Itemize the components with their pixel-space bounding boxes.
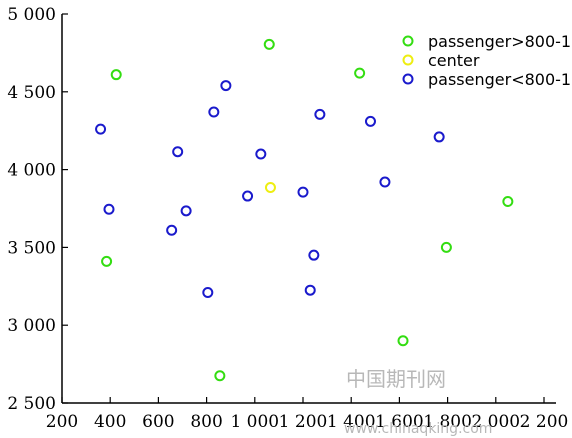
y-tick-label: 4 500 <box>7 83 56 103</box>
data-point-series-2 <box>255 148 267 160</box>
x-tick-label: 1 600 <box>375 412 424 432</box>
watermark-text: 中国期刊网 <box>346 367 446 391</box>
plot-frame <box>61 14 556 404</box>
y-axis-ticks: 2 500 3 000 3 500 4 000 4 500 5 000 <box>7 5 68 414</box>
data-point-series-2 <box>166 224 178 236</box>
legend-marker-series-2 <box>402 73 414 85</box>
data-point-series-0 <box>354 67 366 79</box>
data-point-series-2 <box>308 249 320 261</box>
data-points <box>95 38 514 382</box>
data-point-series-2 <box>242 190 254 202</box>
x-tick-label: 1 800 <box>423 412 472 432</box>
legend: passenger>800-1 center passenger<800-1 <box>402 32 571 89</box>
data-point-series-2 <box>364 115 376 127</box>
data-point-series-2 <box>202 287 214 299</box>
data-point-series-2 <box>297 186 309 198</box>
data-point-series-2 <box>433 131 445 143</box>
x-tick-label: 800 <box>190 412 222 432</box>
legend-marker-series-0 <box>402 35 414 47</box>
x-tick-label: 2 200 <box>520 412 569 432</box>
data-point-series-0 <box>397 335 409 347</box>
data-point-series-2 <box>95 123 107 135</box>
x-tick-label: 200 <box>46 412 78 432</box>
x-tick-label: 1 200 <box>279 412 328 432</box>
data-point-series-2 <box>172 146 184 158</box>
watermark: 中国期刊网 www.chinaqking.com <box>344 367 492 437</box>
y-tick-label: 2 500 <box>7 394 56 414</box>
y-tick-label: 5 000 <box>7 5 56 25</box>
x-tick-label: 2 000 <box>471 412 520 432</box>
legend-label-series-0: passenger>800-1 <box>428 32 571 51</box>
y-tick-label: 3 000 <box>7 316 56 336</box>
data-point-series-1 <box>264 181 276 193</box>
data-point-series-2 <box>208 106 220 118</box>
data-point-series-0 <box>263 38 275 50</box>
data-point-series-0 <box>101 255 113 267</box>
data-point-series-2 <box>304 284 316 296</box>
data-point-series-0 <box>110 69 122 81</box>
x-tick-label: 600 <box>142 412 174 432</box>
legend-label-series-2: passenger<800-1 <box>428 70 571 89</box>
watermark-url: www.chinaqking.com <box>344 421 492 437</box>
data-point-series-0 <box>502 195 514 207</box>
data-point-series-2 <box>220 80 232 92</box>
x-axis-ticks: 200 400 600 800 1 000 1 200 1 400 1 600 1 800 2 0… <box>46 397 569 432</box>
legend-marker-series-1 <box>402 54 414 66</box>
legend-label-series-1: center <box>428 51 480 70</box>
data-point-series-0 <box>214 370 226 382</box>
x-tick-label: 1 400 <box>327 412 376 432</box>
y-tick-label: 3 500 <box>7 238 56 258</box>
x-tick-label: 1 000 <box>230 412 279 432</box>
data-point-series-2 <box>180 205 192 217</box>
data-point-series-0 <box>440 241 452 253</box>
data-point-series-2 <box>379 176 391 188</box>
data-point-series-2 <box>103 203 115 215</box>
x-tick-label: 400 <box>94 412 126 432</box>
data-point-series-2 <box>314 108 326 120</box>
y-tick-label: 4 000 <box>7 161 56 181</box>
